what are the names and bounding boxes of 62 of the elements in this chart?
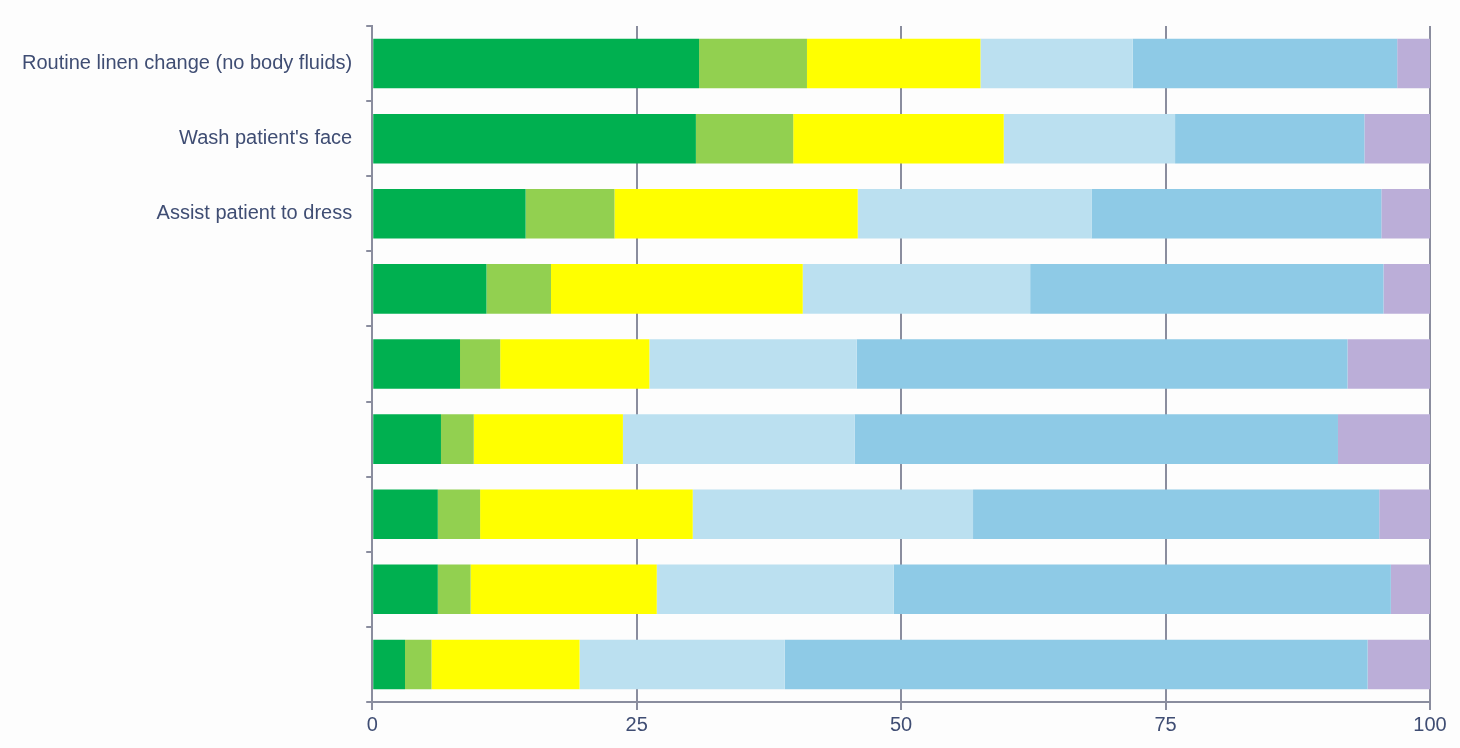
bar bbox=[784, 639, 1368, 690]
bar bbox=[1175, 113, 1365, 164]
y-tick-label: Wash patient's face bbox=[179, 126, 353, 149]
bar bbox=[980, 38, 1133, 89]
bar bbox=[373, 38, 700, 89]
bar bbox=[1390, 564, 1430, 615]
x-tick-label: 75 bbox=[1154, 712, 1177, 735]
bar bbox=[437, 564, 471, 615]
bar bbox=[1337, 414, 1430, 464]
bar bbox=[460, 339, 501, 389]
bar bbox=[480, 489, 693, 540]
bar bbox=[1397, 38, 1430, 89]
bar bbox=[806, 38, 981, 89]
y-tick-label: Routine linen change (no body fluids) bbox=[22, 51, 353, 74]
bar bbox=[1383, 264, 1430, 314]
bar bbox=[373, 264, 487, 314]
bar bbox=[440, 414, 474, 464]
bar bbox=[525, 188, 615, 239]
bar bbox=[656, 564, 894, 615]
bar bbox=[473, 414, 623, 464]
bar bbox=[373, 113, 696, 164]
bar bbox=[1364, 113, 1430, 164]
bar bbox=[622, 414, 855, 464]
bar bbox=[695, 113, 794, 164]
bar bbox=[614, 188, 858, 239]
bar bbox=[649, 339, 857, 389]
bar bbox=[405, 639, 432, 690]
bar bbox=[550, 264, 803, 314]
bar bbox=[1379, 489, 1430, 540]
x-tick-label: 50 bbox=[889, 712, 913, 735]
bar bbox=[854, 414, 1338, 464]
bar bbox=[500, 339, 650, 389]
bar bbox=[973, 489, 1380, 540]
bar bbox=[692, 489, 974, 540]
bar bbox=[579, 639, 785, 690]
bar bbox=[893, 564, 1391, 615]
bar bbox=[431, 639, 580, 690]
y-tick-label: Assist patient to dress bbox=[156, 201, 353, 224]
bar bbox=[373, 489, 438, 540]
bar bbox=[1030, 264, 1384, 314]
bar bbox=[856, 339, 1348, 389]
bar bbox=[1367, 639, 1430, 690]
bar bbox=[1381, 188, 1430, 239]
x-tick-label: 0 bbox=[366, 712, 378, 735]
x-tick-label: 100 bbox=[1413, 712, 1447, 735]
bar bbox=[699, 38, 807, 89]
bar bbox=[373, 639, 406, 690]
bar bbox=[470, 564, 657, 615]
bar bbox=[793, 113, 1004, 164]
bar bbox=[1132, 38, 1398, 89]
bar bbox=[373, 188, 526, 239]
bar bbox=[1091, 188, 1382, 239]
bar bbox=[802, 264, 1031, 314]
x-tick-label: 25 bbox=[625, 712, 648, 735]
bar bbox=[857, 188, 1092, 239]
bar bbox=[373, 339, 461, 389]
bar bbox=[373, 564, 438, 615]
bar bbox=[373, 414, 441, 464]
bar bbox=[486, 264, 551, 314]
bar bbox=[437, 489, 481, 540]
bar bbox=[1003, 113, 1176, 164]
bar bbox=[1347, 339, 1430, 389]
